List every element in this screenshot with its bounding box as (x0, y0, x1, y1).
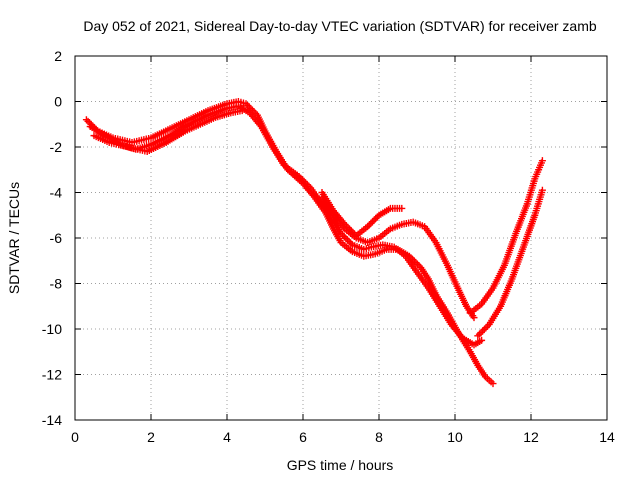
data-point (370, 216, 378, 224)
data-point (368, 218, 376, 226)
data-point (245, 103, 253, 111)
axis-ticks: 0 2 4 6 8 10 12 14 2 0 -2 -4 -6 -8 -10 -12 -14 (42, 48, 615, 445)
data-point (238, 107, 246, 115)
data-point (244, 101, 252, 109)
data-point (339, 231, 347, 239)
data-point (477, 329, 485, 337)
series-track-5 (318, 189, 406, 240)
x-tick-label: 4 (223, 429, 231, 445)
y-tick-label: -4 (50, 185, 63, 201)
y-tick-label: -14 (42, 412, 62, 428)
y-tick-label: -2 (50, 139, 63, 155)
data-point (242, 100, 250, 108)
data-point (346, 225, 354, 233)
data-point (297, 174, 305, 182)
data-point (538, 157, 546, 165)
x-tick-label: 6 (299, 429, 307, 445)
data-point (365, 221, 373, 229)
data-point (480, 325, 488, 333)
x-tick-label: 14 (599, 429, 615, 445)
data-point (303, 181, 311, 189)
data-point (364, 223, 372, 231)
data-points (82, 98, 546, 388)
series-track-6 (466, 157, 546, 317)
data-point (412, 259, 420, 267)
data-point (475, 330, 483, 338)
data-point (482, 324, 490, 332)
data-point (470, 314, 478, 322)
data-point (302, 179, 310, 187)
data-point (349, 228, 357, 236)
x-tick-label: 10 (447, 429, 463, 445)
data-point (538, 186, 546, 194)
data-point (398, 204, 406, 212)
chart-title: Day 052 of 2021, Sidereal Day-to-day VTE… (83, 18, 596, 34)
data-point (367, 219, 375, 227)
x-tick-label: 8 (375, 429, 383, 445)
data-point (415, 262, 423, 270)
data-point (372, 215, 380, 222)
y-tick-label: 0 (54, 94, 62, 110)
x-tick-label: 2 (147, 429, 155, 445)
data-point (344, 224, 352, 232)
grid-lines (75, 56, 607, 420)
series-track-4 (318, 193, 478, 322)
data-point (295, 173, 303, 181)
data-point (82, 116, 90, 124)
y-tick-label: -10 (42, 321, 62, 337)
data-point (305, 182, 313, 190)
data-point (474, 332, 482, 340)
series-track-3 (90, 107, 246, 156)
data-point (342, 222, 350, 230)
series-track-7 (474, 186, 546, 340)
data-point (340, 233, 348, 241)
data-point (347, 227, 355, 235)
data-point (479, 327, 487, 335)
series-track-2 (86, 102, 486, 349)
data-point (337, 229, 345, 237)
data-point (484, 322, 492, 330)
data-point (414, 260, 422, 268)
y-tick-label: -8 (50, 276, 63, 292)
data-point (478, 336, 486, 344)
data-point (298, 176, 306, 184)
data-point (341, 220, 349, 228)
data-point (489, 380, 497, 388)
y-tick-label: -12 (42, 367, 62, 383)
data-point (344, 236, 352, 244)
x-tick-label: 0 (71, 429, 79, 445)
x-tick-label: 12 (523, 429, 539, 445)
data-point (345, 238, 353, 246)
data-point (373, 213, 381, 221)
x-axis-label: GPS time / hours (287, 457, 394, 473)
y-axis-label: SDTVAR / TECUs (6, 182, 22, 294)
data-point (84, 117, 92, 125)
y-tick-label: -6 (50, 230, 63, 246)
data-point (342, 234, 350, 242)
data-point (300, 177, 308, 185)
y-tick-label: 2 (54, 48, 62, 64)
data-point (347, 239, 355, 247)
